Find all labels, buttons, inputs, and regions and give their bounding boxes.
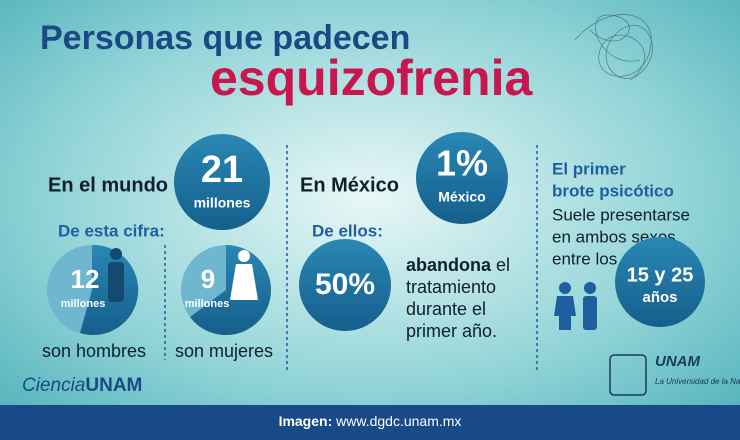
men-number: 12 [71,264,100,294]
abandon-circle [299,239,391,331]
abandon-line: primer año. [406,321,497,341]
title-line2: esquizofrenia [210,50,533,106]
title-line1: Personas que padecen [40,19,410,57]
man-head [110,248,122,260]
scribble [574,14,653,81]
abandon-text: abandona el [406,255,510,275]
abandon-line: el [491,255,510,275]
onset-title: El primer [552,159,626,178]
logo-unam-right: UNAM [655,353,700,370]
man-icon [108,262,124,302]
logo-ciencia: CienciaUNAM [22,375,142,396]
logo-ciencia-word: Ciencia [22,375,85,396]
onset-title: brote psicótico [552,181,674,200]
abandon-bold: abandona [406,255,492,275]
men-unit: millones [61,298,106,310]
onset-text: entre los [552,249,617,268]
mexico-caption: México [438,189,485,205]
unam-shield [609,354,647,396]
women-caption: son mujeres [175,341,273,361]
abandon-line: durante el [406,299,486,319]
ages: 15 y 25 [627,264,694,286]
credit-label: Imagen: [279,413,333,429]
people-icons [554,282,597,330]
mexico-subtitle: De ellos: [312,221,383,240]
women-number: 9 [201,264,215,294]
world-label: En el mundo [48,174,168,196]
world-total: 21 [201,149,243,191]
mexico-label: En México [300,174,399,196]
mexico-circle [416,132,508,224]
footer-bar [0,405,740,440]
ages-unit: años [642,289,677,306]
world-subtitle: De esta cifra: [58,221,165,240]
logo-tagline: La Universidad de la Nación [655,377,740,386]
women-unit: millones [185,298,230,310]
men-caption: son hombres [42,341,146,361]
woman-icon [230,264,258,300]
globe-circle [174,134,270,230]
mexico-percent: 1% [436,143,488,184]
footer-credit: Imagen: www.dgdc.unam.mx [279,413,462,429]
world-unit: millones [194,195,251,211]
woman-head [238,250,250,262]
onset-text: Suele presentarse [552,205,690,224]
separators [164,145,538,370]
logo-unam-word: UNAM [85,375,142,396]
ages-circle [615,237,705,327]
abandon-line: tratamiento [406,277,496,297]
credit-url: www.dgdc.unam.mx [332,413,461,429]
abandon-percent: 50% [315,268,375,301]
